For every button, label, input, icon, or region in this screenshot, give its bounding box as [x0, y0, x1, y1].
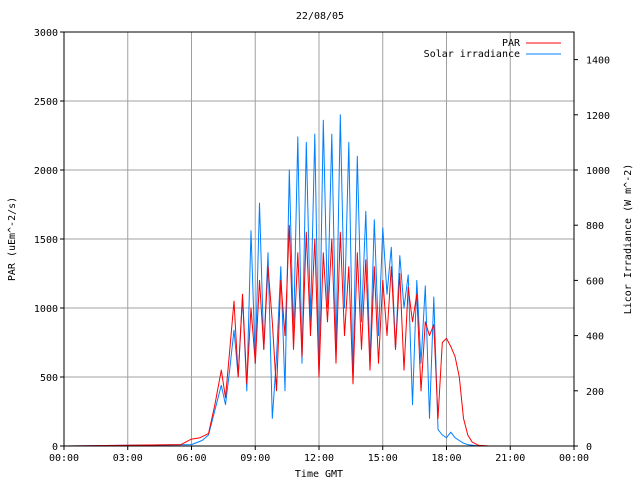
grid [64, 32, 574, 446]
y-left-tick-label: 1000 [34, 304, 58, 315]
y-right-tick-label: 0 [586, 442, 592, 453]
y-left-tick-label: 1500 [34, 235, 58, 246]
y-right-axis-ticks: 0 200 400 600 800 1000 1200 1400 [574, 56, 610, 453]
y-left-axis-ticks: 0 500 1000 1500 2000 2500 3000 [34, 28, 64, 453]
x-tick-label: 00:00 [49, 453, 79, 464]
y-right-tick-label: 1200 [586, 111, 610, 122]
y-right-tick-label: 200 [586, 387, 604, 398]
x-axis-label: Time GMT [295, 469, 343, 480]
y-right-tick-label: 1400 [586, 56, 610, 67]
y-left-axis-label: PAR (uEm^-2/s) [7, 197, 18, 281]
y-right-axis-label: Licor Irradiance (W m^-2) [623, 164, 634, 315]
x-tick-label: 03:00 [113, 453, 143, 464]
y-right-tick-label: 600 [586, 276, 604, 287]
x-tick-label: 21:00 [495, 453, 525, 464]
chart-title: 22/08/05 [296, 11, 344, 22]
series-line-par [63, 224, 574, 447]
legend-label: Solar irradiance [424, 49, 520, 60]
legend-label: PAR [502, 38, 521, 49]
y-right-tick-label: 400 [586, 332, 604, 343]
y-right-tick-label: 800 [586, 221, 604, 232]
y-right-tick-label: 1000 [586, 166, 610, 177]
x-axis-ticks: 00:00 03:00 06:00 09:00 12:00 15:00 18:00 21:00… [49, 446, 589, 464]
x-tick-label: 06:00 [176, 453, 206, 464]
x-tick-label: 09:00 [240, 453, 270, 464]
series-lines [63, 114, 574, 447]
x-tick-label: 00:00 [559, 453, 589, 464]
y-left-tick-label: 2500 [34, 97, 58, 108]
plot-frame [63, 31, 575, 447]
x-tick-label: 15:00 [368, 453, 398, 464]
y-left-tick-label: 500 [40, 373, 58, 384]
y-left-tick-label: 3000 [34, 28, 58, 39]
x-tick-label: 18:00 [431, 453, 461, 464]
x-tick-label: 12:00 [304, 453, 334, 464]
y-left-tick-label: 0 [52, 442, 58, 453]
y-left-tick-label: 2000 [34, 166, 58, 177]
